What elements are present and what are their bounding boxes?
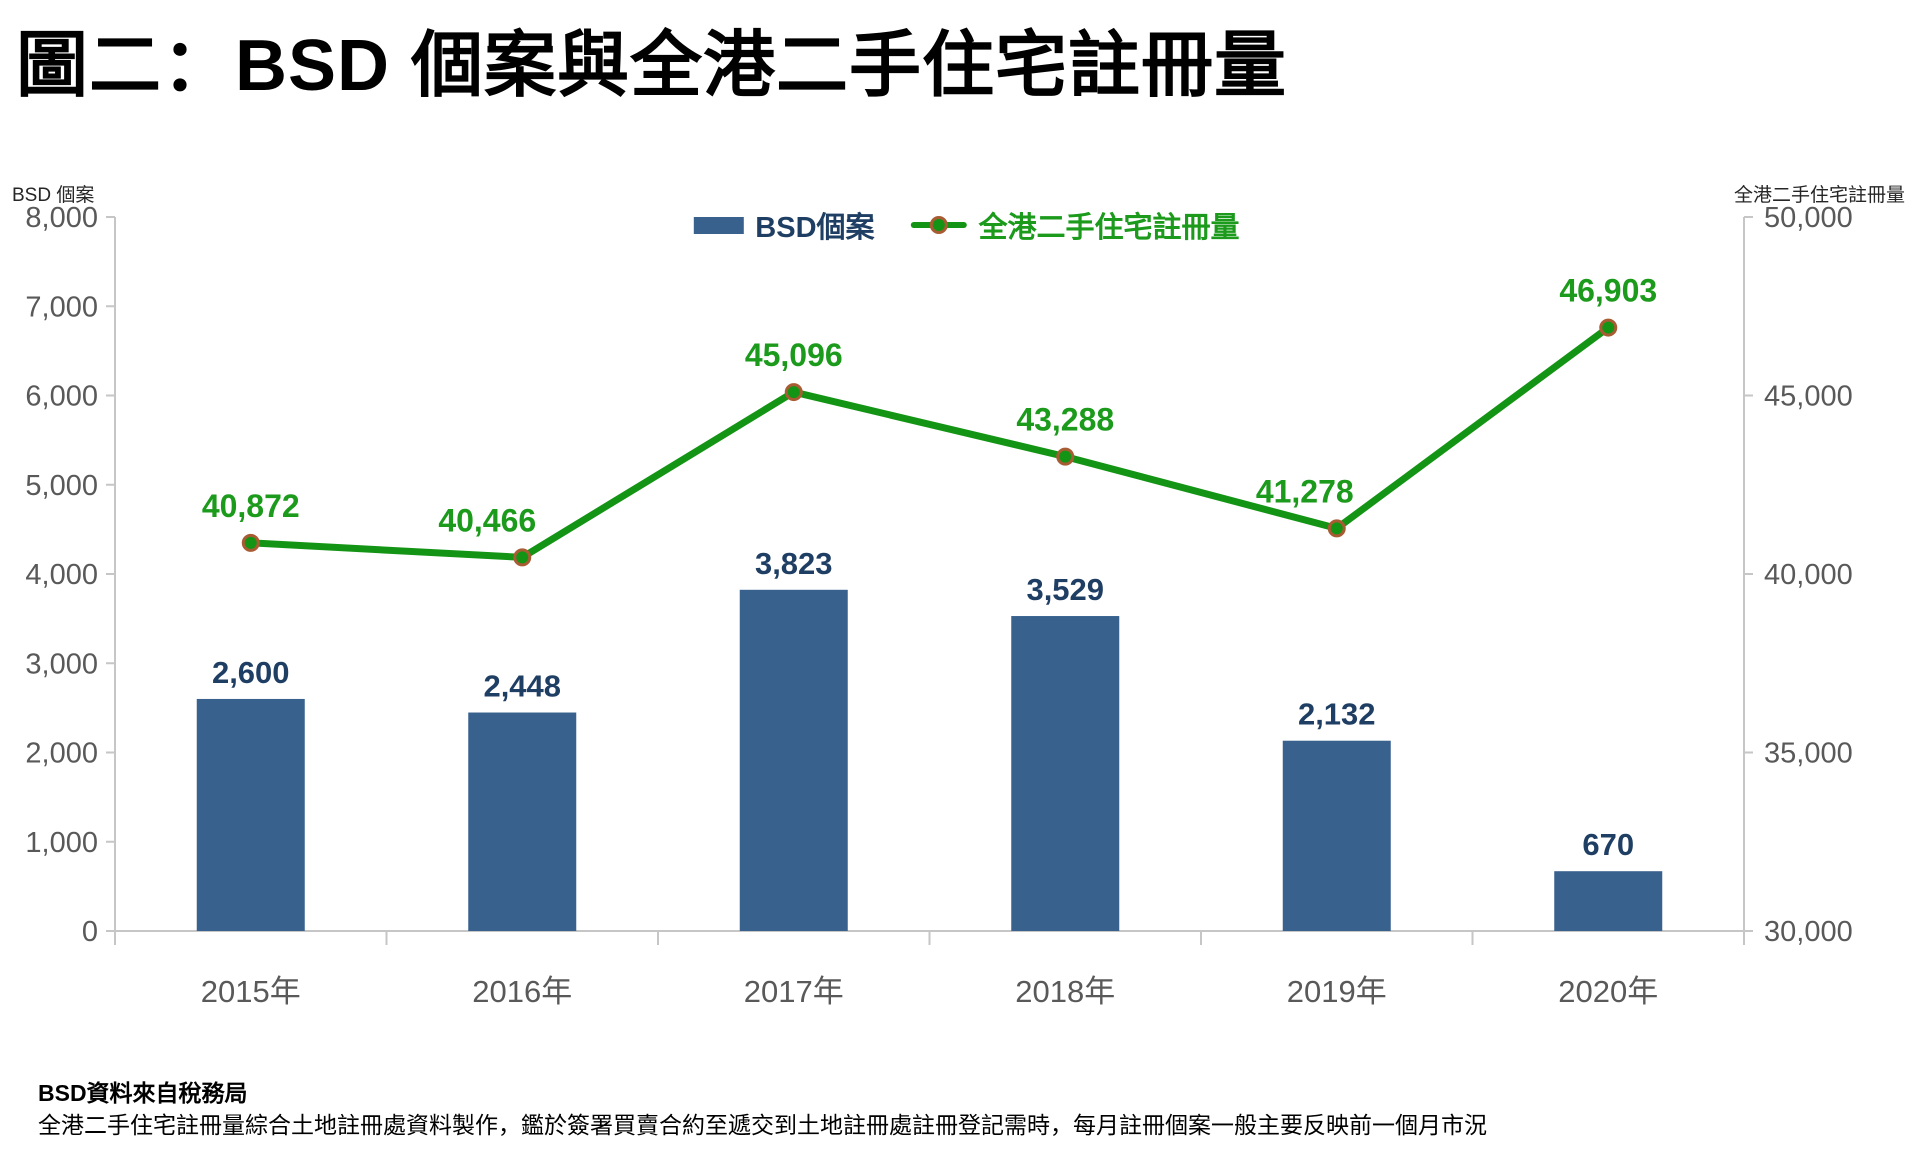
chart-legend: BSD個案 全港二手住宅註冊量: [693, 204, 1240, 246]
left-axis-title: BSD 個案: [12, 185, 95, 206]
left-axis-tick-label: 7,000: [25, 291, 98, 323]
legend-item-bsd: BSD個案: [693, 204, 875, 246]
bar-value-label: 2,132: [1298, 697, 1376, 732]
left-axis-tick-label: 5,000: [25, 470, 98, 502]
bar-value-label: 3,529: [1026, 572, 1104, 607]
line-value-label: 45,096: [745, 337, 843, 373]
right-axis-tick-label: 30,000: [1764, 916, 1853, 948]
line-series-swatch-icon: [910, 215, 967, 235]
line-value-label: 43,288: [1016, 402, 1114, 438]
left-axis-tick-label: 0: [82, 916, 98, 948]
bar-2020年: [1554, 871, 1663, 931]
right-axis-tick-label: 40,000: [1764, 559, 1853, 591]
left-axis-tick-label: 2,000: [25, 738, 98, 770]
x-category-label: 2018年: [1015, 974, 1115, 1009]
right-axis-tick-label: 45,000: [1764, 381, 1853, 413]
legend-item-registrations: 全港二手住宅註冊量: [910, 204, 1240, 246]
bar-2016年: [468, 712, 577, 931]
bar-2017年: [739, 589, 848, 931]
left-axis-tick-label: 4,000: [25, 559, 98, 591]
x-category-label: 2015年: [201, 974, 301, 1009]
line-series: [247, 324, 1612, 561]
line-value-label: 40,466: [438, 502, 536, 538]
x-category-label: 2019年: [1287, 974, 1387, 1009]
x-category-label: 2020年: [1558, 974, 1658, 1009]
left-axis-tick-label: 3,000: [25, 648, 98, 680]
bar-value-label: 2,448: [483, 669, 561, 704]
left-axis-tick-label: 6,000: [25, 381, 98, 413]
line-value-label: 46,903: [1559, 273, 1657, 309]
bar-value-label: 2,600: [212, 655, 290, 690]
line-value-label: 40,872: [202, 488, 300, 524]
line-marker: [1056, 447, 1075, 466]
bar-value-label: 670: [1582, 827, 1634, 862]
line-marker: [1599, 318, 1618, 337]
legend-label-registrations: 全港二手住宅註冊量: [978, 212, 1240, 244]
left-axis-tick-label: 1,000: [25, 827, 98, 859]
bar-2019年: [1282, 740, 1391, 931]
line-marker: [241, 533, 260, 552]
x-category-label: 2016年: [472, 974, 572, 1009]
bar-series-swatch-icon: [693, 216, 744, 234]
page-title: 圖二：BSD 個案與全港二手住宅註冊量: [16, 26, 1288, 106]
legend-label-bsd: BSD個案: [755, 212, 875, 244]
left-axis-tick-label: 8,000: [25, 202, 98, 234]
footnote-method: 全港二手住宅註冊量綜合土地註冊處資料製作，鑑於簽署買賣合約至遞交到土地註冊處註冊…: [38, 1112, 1487, 1138]
line-value-label: 41,278: [1256, 473, 1354, 509]
line-marker: [784, 383, 803, 402]
right-axis-title: 全港二手住宅註冊量: [1733, 185, 1905, 206]
bar-value-label: 3,823: [755, 546, 833, 581]
right-axis-tick-label: 35,000: [1764, 738, 1853, 770]
right-axis-tick-label: 50,000: [1764, 202, 1853, 234]
bar-2018年: [1011, 616, 1120, 931]
line-marker: [1327, 519, 1346, 538]
line-marker: [513, 548, 532, 567]
bar-2015年: [196, 698, 305, 931]
footnote-source: BSD資料來自稅務局: [38, 1080, 248, 1106]
line-swatch-marker-icon: [929, 216, 948, 234]
x-category-label: 2017年: [744, 974, 844, 1009]
